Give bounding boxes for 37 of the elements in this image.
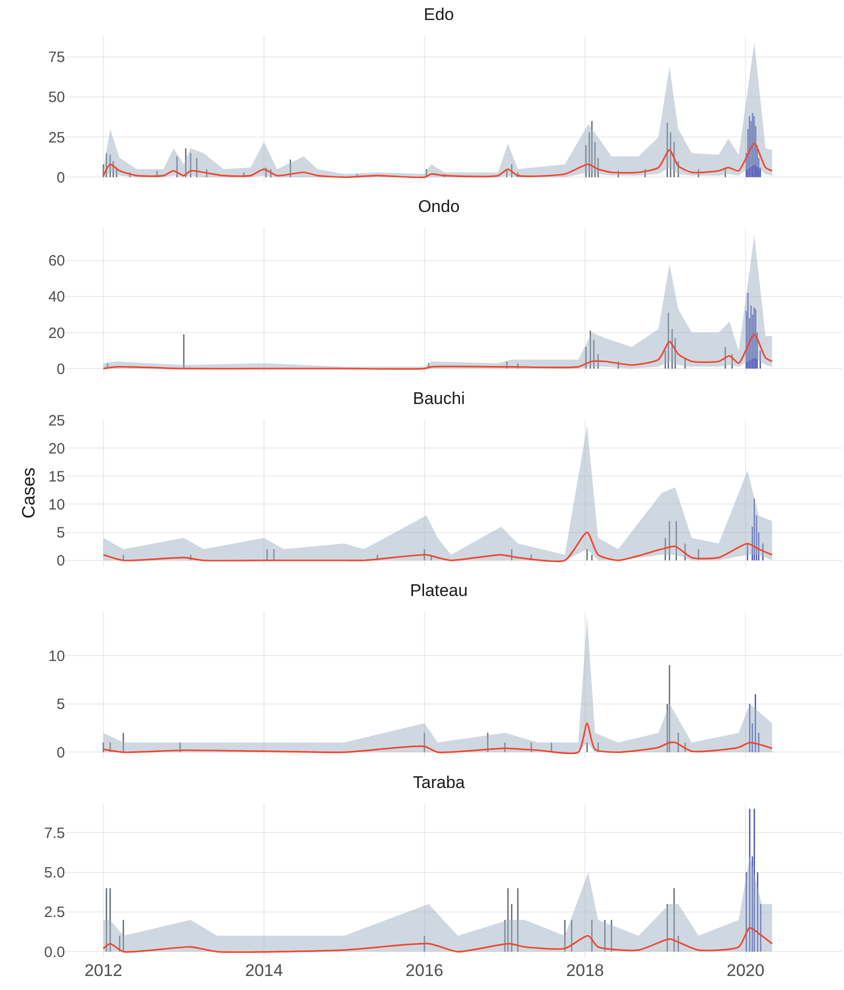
line-series [102,142,773,178]
y-tick-label: 0 [56,744,65,762]
x-tick-label: 2014 [245,961,283,980]
y-tick-label: 0 [56,360,65,378]
y-tick-label: 0.0 [44,944,65,961]
x-tick-label: 2020 [726,961,764,980]
line-series [102,722,773,754]
x-tick-label: 2016 [406,961,444,980]
y-tick-label: 20 [48,324,65,342]
chart-title: Ondo [418,196,460,216]
y-tick-label: 10 [48,496,65,514]
y-tick-label: 2.5 [44,904,65,922]
line-series [102,532,773,562]
chart-title: Plateau [410,580,468,600]
y-tick-label: 5.0 [44,864,65,882]
x-tick-label: 2018 [566,961,604,980]
x-tick-label: 2012 [84,961,122,980]
y-tick-label: 7.5 [44,824,65,842]
y-tick-label: 40 [48,288,65,306]
y-axis-title: Cases [18,467,39,519]
y-tick-label: 60 [48,252,65,270]
y-tick-label: 25 [48,129,65,146]
y-tick-label: 0 [56,169,65,186]
chart-title: Taraba [412,772,466,792]
line-series [102,334,773,370]
y-tick-label: 75 [48,49,65,66]
y-tick-label: 15 [48,468,65,486]
y-tick-label: 25 [48,412,65,430]
y-tick-label: 5 [56,696,65,714]
y-tick-label: 5 [56,524,65,542]
y-tick-label: 20 [48,440,65,458]
chart-title: Edo [424,4,454,24]
y-tick-label: 50 [48,89,65,106]
chart-title: Bauchi [412,388,465,408]
y-tick-label: 0 [56,552,65,570]
y-tick-label: 10 [48,648,65,665]
line-series [102,927,773,953]
